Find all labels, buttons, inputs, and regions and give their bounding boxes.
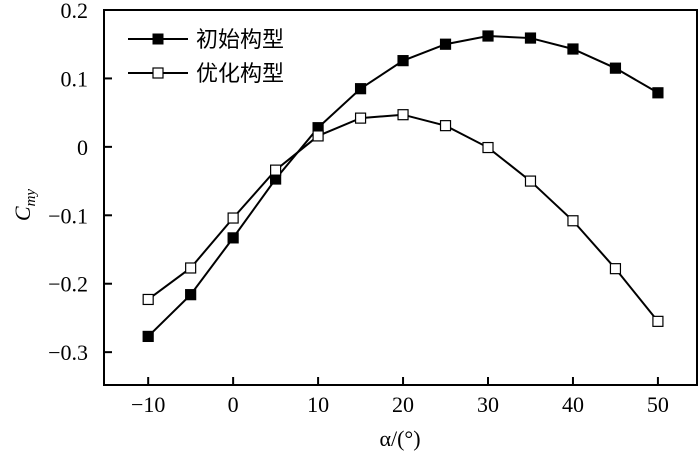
data-point-optimized — [567, 215, 579, 227]
data-point-initial — [609, 62, 622, 74]
data-point-initial — [397, 55, 409, 67]
data-point-optimized — [312, 130, 324, 142]
data-point-optimized — [524, 175, 537, 187]
legend-marker-filled — [152, 33, 164, 45]
y-tick-label: 0.1 — [61, 66, 89, 91]
data-point-optimized — [652, 315, 664, 327]
legend: 初始构型 优化构型 — [128, 27, 284, 86]
x-tick-label: 10 — [307, 392, 329, 417]
data-point-initial — [567, 43, 579, 55]
data-point-initial — [227, 232, 239, 244]
data-point-optimized — [185, 262, 197, 274]
y-tick-label: −0.2 — [48, 272, 88, 297]
plot-frame — [103, 9, 698, 386]
data-point-optimized — [354, 112, 367, 124]
legend-label-optimized: 优化构型 — [196, 61, 284, 86]
data-point-initial — [142, 330, 154, 343]
data-point-optimized — [142, 293, 154, 306]
data-point-initial — [482, 30, 494, 42]
data-point-optimized — [270, 164, 282, 176]
data-point-optimized — [397, 109, 409, 121]
legend-marker-open — [152, 67, 164, 79]
data-point-initial — [185, 289, 197, 301]
data-point-initial — [354, 83, 367, 95]
data-point-optimized — [439, 120, 452, 132]
data-point-optimized — [482, 141, 494, 154]
y-axis-label-sub: my — [23, 189, 39, 207]
x-tick-label: 30 — [477, 392, 499, 417]
data-point-initial — [524, 32, 537, 44]
x-axis-label: α/(°) — [379, 426, 420, 451]
y-tick-label: 0 — [77, 135, 88, 160]
y-tick-label: −0.1 — [48, 203, 88, 228]
data-point-initial — [652, 87, 664, 99]
data-point-optimized — [227, 212, 239, 224]
x-tick-label: 40 — [562, 392, 584, 417]
data-point-optimized — [609, 263, 622, 275]
x-tick-label: −10 — [131, 392, 165, 417]
x-tick-label: 20 — [392, 392, 414, 417]
y-tick-label: 0.2 — [61, 0, 89, 23]
y-axis-label: Cmy — [10, 189, 39, 222]
series-line-optimized — [147, 113, 659, 322]
x-tick-label: 50 — [647, 392, 669, 417]
legend-label-initial: 初始构型 — [196, 27, 284, 52]
x-tick-label: 0 — [228, 392, 239, 417]
data-point-initial — [439, 38, 452, 50]
y-tick-label: −0.3 — [48, 340, 88, 365]
